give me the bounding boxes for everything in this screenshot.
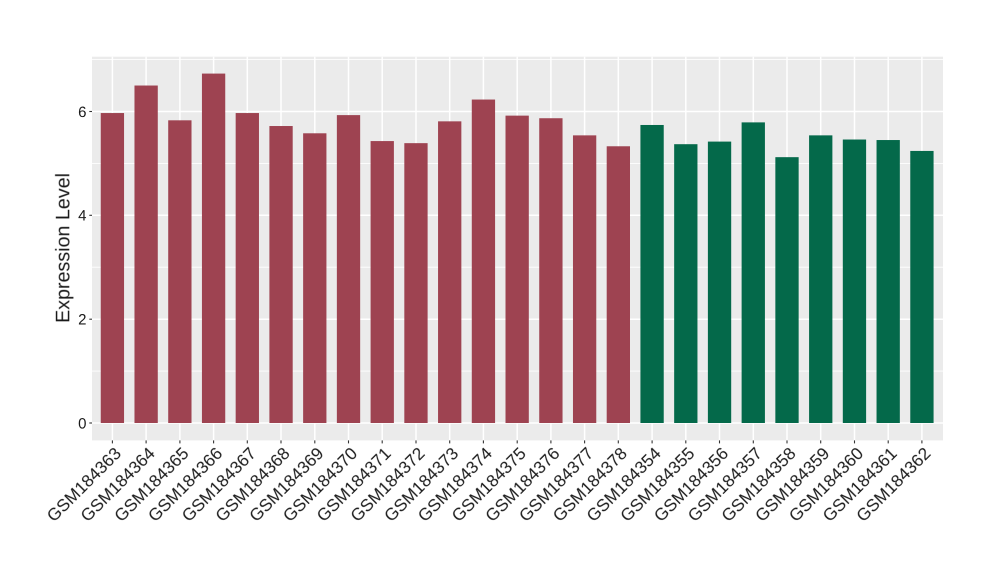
svg-text:4: 4	[78, 208, 86, 225]
svg-text:6: 6	[78, 104, 86, 121]
svg-text:0: 0	[78, 415, 86, 432]
svg-text:Expression Level: Expression Level	[52, 173, 74, 323]
svg-text:2: 2	[78, 312, 86, 329]
